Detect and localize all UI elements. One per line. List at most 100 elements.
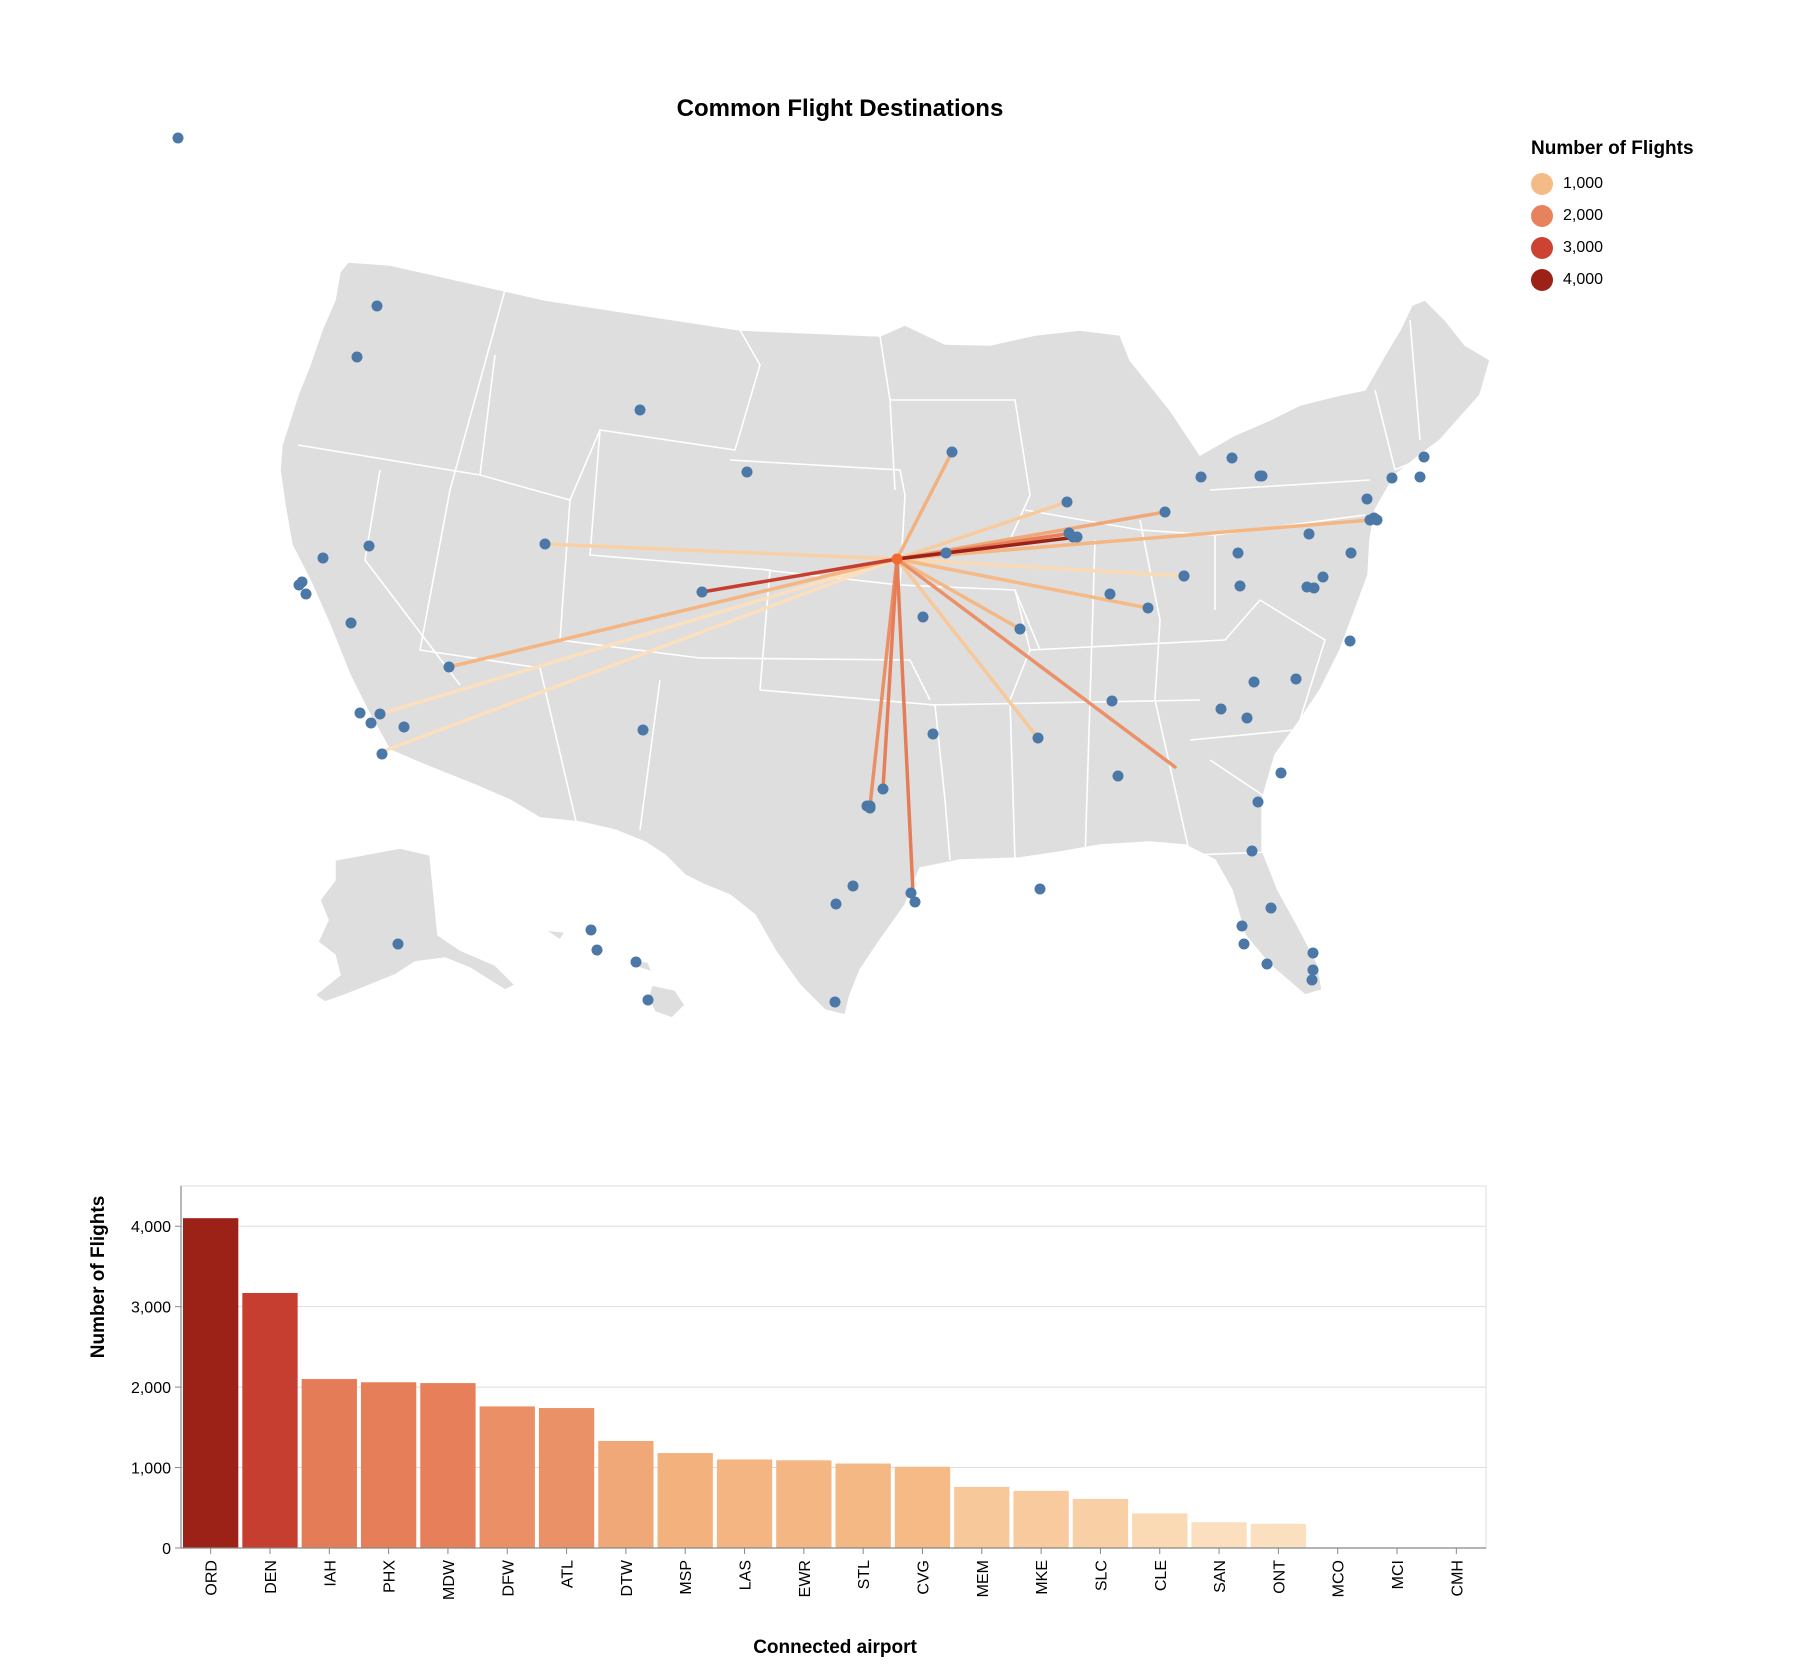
legend-item: 2,000	[1531, 200, 1694, 232]
x-tick-label: MSP	[678, 1560, 695, 1595]
route-line	[895, 500, 1069, 561]
x-tick-label: SAN	[1212, 1560, 1229, 1593]
route-line	[895, 557, 1150, 610]
airport-dot	[1261, 958, 1273, 970]
state-border	[364, 469, 461, 686]
airport-dot	[1307, 947, 1319, 959]
x-tick-label: MKE	[1034, 1560, 1051, 1595]
y-tick-label: 4,000	[131, 1219, 171, 1236]
airport-dot	[371, 300, 383, 312]
state-border	[759, 689, 951, 861]
state-border	[1084, 854, 1181, 861]
bar	[894, 1466, 951, 1548]
route-line	[895, 557, 1040, 740]
legend-item: 4,000	[1531, 264, 1694, 296]
airport-dot	[591, 944, 603, 956]
state-border	[639, 679, 661, 831]
x-tick-label: DEN	[263, 1560, 280, 1594]
route-line	[543, 542, 899, 561]
bar	[954, 1486, 1010, 1548]
y-tick-label: 1,000	[131, 1461, 171, 1478]
route-line	[378, 557, 899, 716]
contiguous-us-land	[279, 261, 1491, 1016]
state-border	[1394, 449, 1441, 471]
legend-label: 3,000	[1563, 239, 1604, 256]
legend-item: 1,000	[1531, 168, 1694, 200]
us-map	[172, 132, 1491, 1019]
bar	[657, 1453, 713, 1548]
airport-dot	[1252, 796, 1264, 808]
map-title: Common Flight Destinations	[676, 95, 1004, 122]
route-line	[895, 557, 1022, 631]
airport-dot	[909, 896, 921, 908]
state-border	[1024, 509, 1141, 531]
bar	[598, 1441, 654, 1548]
airport-dot	[634, 404, 646, 416]
airport-dot	[1238, 938, 1250, 950]
legend-item: 3,000	[1531, 232, 1694, 264]
airport-dot	[1317, 571, 1329, 583]
x-tick-label: ATL	[560, 1560, 577, 1588]
airport-dot	[1414, 471, 1426, 483]
y-tick-label: 2,000	[131, 1380, 171, 1397]
legend-label: 1,000	[1563, 175, 1604, 192]
state-border	[1209, 759, 1271, 801]
route-line	[881, 557, 899, 791]
origin-airport-dot	[891, 553, 903, 565]
state-border	[539, 667, 579, 831]
legend-title: Number of Flights	[1531, 138, 1694, 159]
plot-frame	[180, 1185, 1487, 1549]
bar	[716, 1459, 773, 1548]
airport-dot	[317, 552, 329, 564]
airport-dot	[392, 938, 404, 950]
airport-dot	[365, 717, 377, 729]
airport-dot	[296, 576, 308, 588]
route-line	[895, 535, 1079, 561]
bar	[242, 1292, 298, 1548]
airport-dot	[1215, 703, 1227, 715]
airport-dot	[1226, 452, 1238, 464]
legend-label: 4,000	[1563, 271, 1604, 288]
route-line	[379, 557, 899, 754]
bar	[776, 1460, 832, 1548]
legend-swatch	[1531, 237, 1553, 259]
airport-dot	[696, 586, 708, 598]
airport-dot	[1345, 547, 1357, 559]
airport-dot	[1178, 570, 1190, 582]
airport-dot	[940, 547, 952, 559]
airport-dot	[1361, 493, 1373, 505]
x-tick-label: MDW	[441, 1559, 458, 1600]
bar	[538, 1408, 595, 1548]
airport-dot	[1034, 883, 1046, 895]
airport-dot	[1112, 770, 1124, 782]
legend-swatch	[1531, 269, 1553, 291]
x-tick-label: DTW	[619, 1559, 636, 1596]
airport-dot	[927, 728, 939, 740]
bar	[1072, 1498, 1129, 1548]
x-tick-label: CMH	[1449, 1560, 1466, 1596]
airport-dot	[637, 724, 649, 736]
airport-dot	[1307, 964, 1319, 976]
y-tick-label: 3,000	[131, 1300, 171, 1317]
airport-dot	[585, 924, 597, 936]
state-border	[1209, 479, 1371, 491]
x-tick-label: EWR	[797, 1560, 814, 1597]
airport-dot	[1306, 974, 1318, 986]
route-line	[895, 518, 1372, 561]
airport-dot	[946, 446, 958, 458]
airport-dot	[1032, 732, 1044, 744]
airport-dot	[345, 617, 357, 629]
airport-dot	[1386, 472, 1398, 484]
x-axis-title: Connected airport	[753, 1637, 917, 1658]
state-border	[1374, 389, 1396, 471]
airport-dot	[1371, 514, 1383, 526]
x-tick-label: ORD	[204, 1560, 221, 1596]
state-border	[1009, 589, 1031, 861]
land	[279, 261, 1491, 1019]
airport-dot	[1236, 920, 1248, 932]
airport-dot	[864, 802, 876, 814]
bar	[183, 1218, 239, 1548]
airport-dot	[642, 994, 654, 1006]
airport-dot	[847, 880, 859, 892]
state-border	[589, 429, 771, 691]
